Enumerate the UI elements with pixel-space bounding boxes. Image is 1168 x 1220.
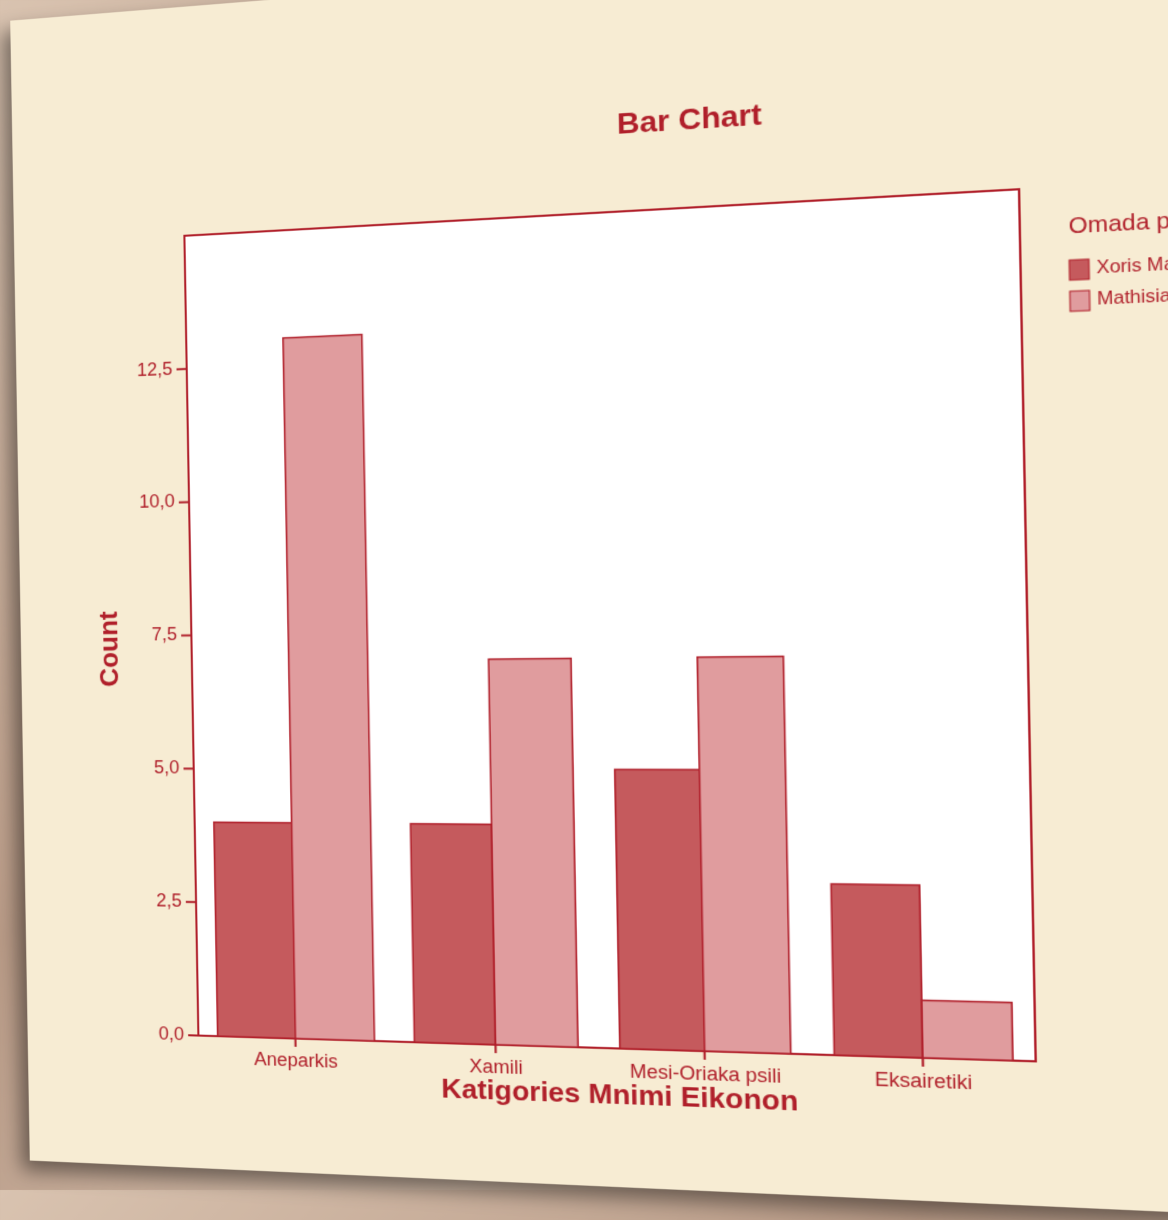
bar xyxy=(697,656,790,1053)
bar xyxy=(831,884,923,1058)
y-tick-label: 0,0 xyxy=(158,1023,184,1044)
legend-swatch xyxy=(1070,290,1090,311)
bar xyxy=(615,770,705,1052)
bar xyxy=(489,658,578,1047)
legend-swatch xyxy=(1069,259,1089,280)
legend-label: Xoris Mathisiakes xyxy=(1096,251,1168,278)
slide-panel: Bar Chart Katigories Mnimi Eikonon Count… xyxy=(10,0,1168,1220)
bar xyxy=(283,335,374,1041)
bar xyxy=(411,824,496,1045)
chart: Bar Chart Katigories Mnimi Eikonon Count… xyxy=(10,0,1168,1171)
bar xyxy=(922,1000,1013,1060)
bar xyxy=(214,822,296,1038)
legend-label: Mathisiakes xyxy=(1097,285,1168,309)
x-tick-label: Aneparkis xyxy=(254,1048,338,1072)
y-tick-label: 2,5 xyxy=(156,890,182,911)
legend-title: Omada paidiovn xyxy=(1068,205,1168,239)
y-tick-label: 5,0 xyxy=(154,757,180,778)
y-tick-label: 10,0 xyxy=(139,491,175,512)
y-axis-label: Count xyxy=(95,611,125,687)
y-tick-label: 7,5 xyxy=(151,624,177,645)
x-tick-label: Eksairetiki xyxy=(874,1068,972,1093)
x-tick-label: Xamili xyxy=(469,1055,523,1078)
page: Bar Chart Katigories Mnimi Eikonon Count… xyxy=(0,0,1168,1190)
chart-title: Bar Chart xyxy=(617,98,762,141)
y-tick-label: 12,5 xyxy=(137,358,173,380)
